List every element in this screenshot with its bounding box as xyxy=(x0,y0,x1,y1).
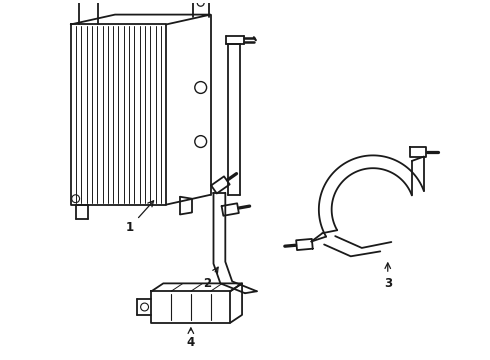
Text: 3: 3 xyxy=(384,263,392,290)
Text: 2: 2 xyxy=(203,267,218,290)
Text: 4: 4 xyxy=(187,328,195,349)
Text: 1: 1 xyxy=(126,201,153,234)
